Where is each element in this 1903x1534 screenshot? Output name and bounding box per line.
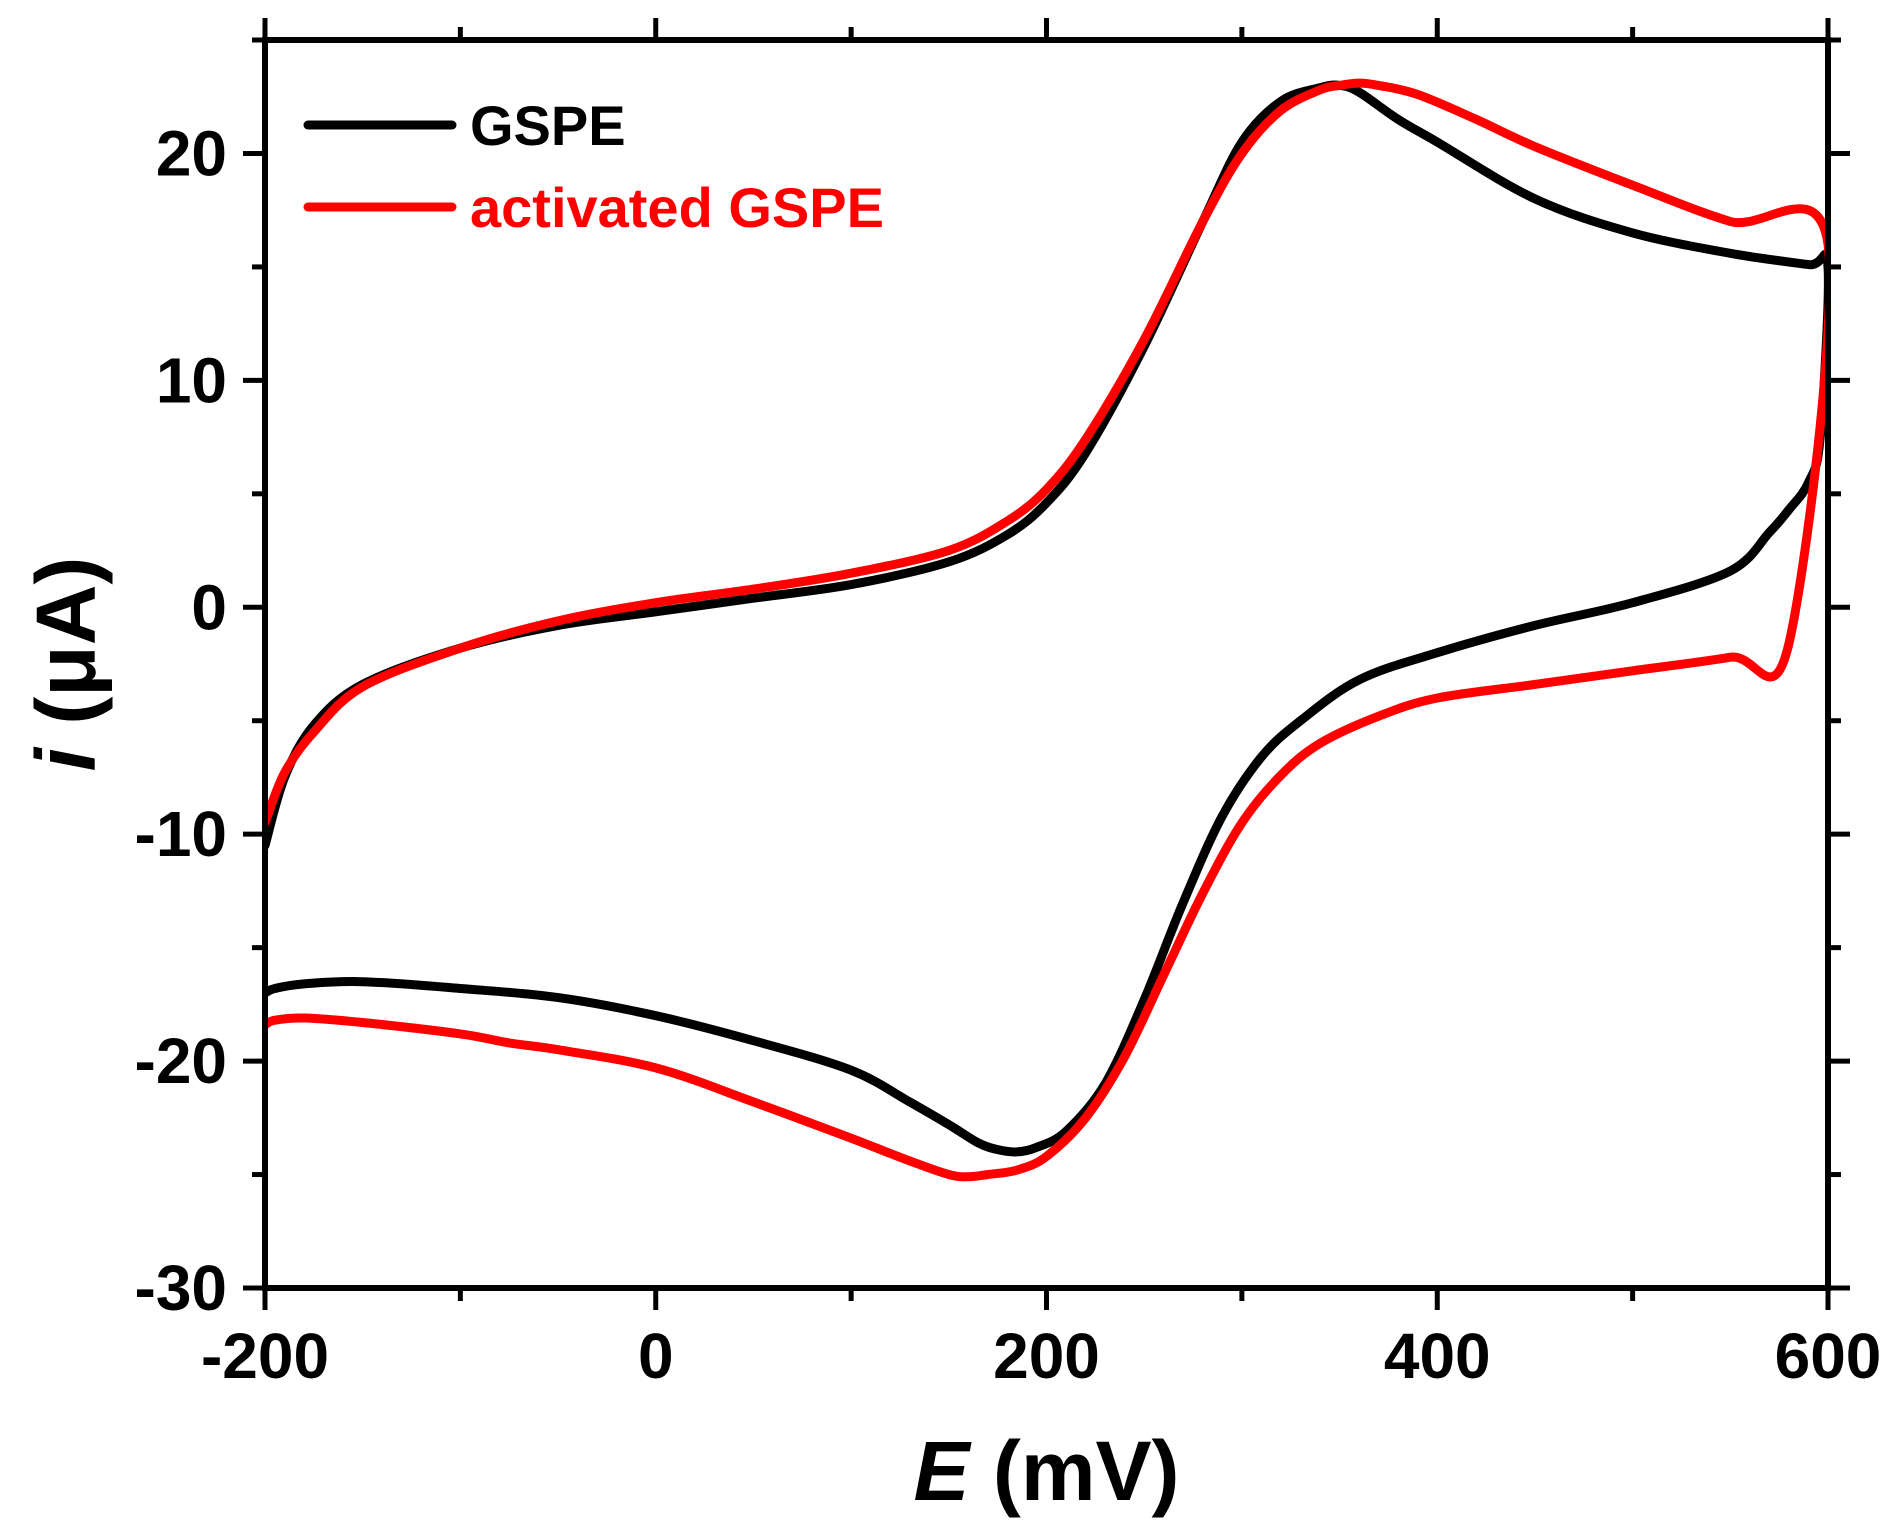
x-tick-label: 0 xyxy=(638,1320,674,1392)
y-tick-label: 0 xyxy=(191,571,227,643)
series-line-gspe xyxy=(265,80,1828,1157)
y-tick-label: -30 xyxy=(135,1252,228,1324)
axis-labels: -200 0 200 400 600 -30 -20 -10 0 10 20 E (mV) i (μA) xyxy=(19,117,1881,1518)
y-tick-label: 20 xyxy=(156,117,227,189)
y-tick-label: -10 xyxy=(135,798,228,870)
legend-label: activated GSPE xyxy=(470,176,884,239)
legend-label: GSPE xyxy=(470,94,626,157)
x-tick-label: -200 xyxy=(201,1320,329,1392)
x-tick-label: 400 xyxy=(1384,1320,1491,1392)
x-axis-title: E (mV) xyxy=(913,1424,1179,1518)
y-axis-title: i (μA) xyxy=(19,557,113,772)
axis-layer xyxy=(243,18,1850,1310)
x-tick-label: 600 xyxy=(1775,1320,1882,1392)
legend: GSPE activated GSPE xyxy=(303,94,884,239)
series-line-activated-gspe xyxy=(265,78,1828,1182)
y-tick-label: -20 xyxy=(135,1025,228,1097)
x-tick-label: 200 xyxy=(993,1320,1100,1392)
y-tick-label: 10 xyxy=(156,344,227,416)
series-layer xyxy=(265,78,1828,1182)
